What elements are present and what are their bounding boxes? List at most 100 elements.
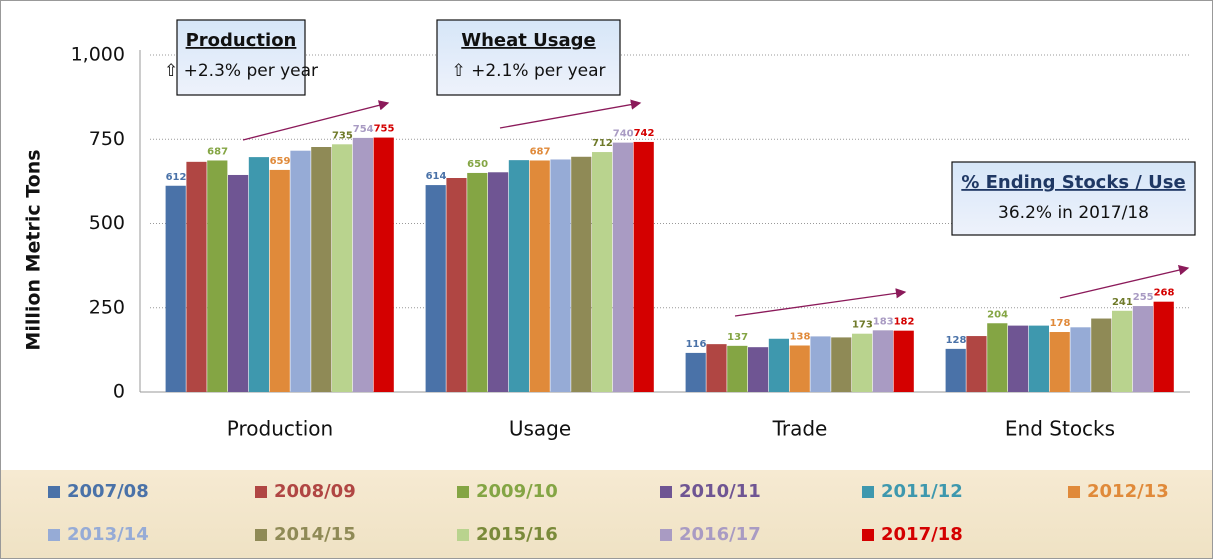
bar bbox=[893, 330, 914, 392]
legend-label: 2012/13 bbox=[1087, 481, 1169, 502]
value-label: 241 bbox=[1112, 297, 1133, 308]
y-tick-label: 750 bbox=[89, 128, 125, 150]
bar bbox=[1153, 301, 1174, 392]
bar bbox=[571, 156, 592, 392]
value-label: 204 bbox=[987, 309, 1008, 320]
bar bbox=[207, 160, 228, 392]
annotation-text: ⇧ +2.1% per year bbox=[451, 61, 605, 81]
value-label: 687 bbox=[207, 146, 228, 157]
legend-swatch bbox=[862, 529, 874, 541]
bar bbox=[446, 178, 467, 392]
value-label: 612 bbox=[166, 172, 187, 183]
legend-label: 2009/10 bbox=[476, 481, 558, 502]
legend-label: 2008/09 bbox=[274, 481, 356, 502]
bar bbox=[1070, 327, 1091, 392]
legend-swatch bbox=[48, 486, 60, 498]
bar bbox=[1008, 325, 1029, 392]
bar bbox=[311, 147, 332, 392]
arrow bbox=[734, 288, 907, 317]
y-tick-label: 0 bbox=[113, 381, 125, 403]
annotation-text: ⇧ +2.3% per year bbox=[164, 61, 318, 81]
annotation-text: 36.2% in 2017/18 bbox=[998, 203, 1149, 223]
bar bbox=[612, 142, 633, 392]
bar bbox=[966, 336, 987, 392]
y-tick-label: 1,000 bbox=[71, 44, 125, 66]
bar bbox=[269, 169, 290, 392]
bar bbox=[706, 344, 727, 392]
y-axis-label: Million Metric Tons bbox=[23, 149, 45, 350]
bar bbox=[987, 323, 1008, 392]
bar bbox=[332, 144, 353, 392]
legend-swatch bbox=[1068, 486, 1080, 498]
value-label: 138 bbox=[790, 331, 811, 342]
annotation-title: % Ending Stocks / Use bbox=[961, 172, 1185, 193]
bar bbox=[425, 185, 446, 392]
legend-label: 2007/08 bbox=[67, 481, 149, 502]
bar bbox=[550, 159, 571, 392]
bar bbox=[831, 337, 852, 392]
value-label: 740 bbox=[613, 129, 634, 140]
bar bbox=[945, 348, 966, 392]
bar bbox=[1112, 310, 1133, 392]
legend-swatch bbox=[660, 529, 672, 541]
value-label: 687 bbox=[530, 146, 551, 157]
arrow bbox=[1059, 265, 1190, 299]
value-label: 735 bbox=[332, 130, 353, 141]
legend-label: 2015/16 bbox=[476, 524, 558, 545]
annotation-box bbox=[436, 19, 621, 96]
bar bbox=[186, 161, 207, 392]
legend-swatch bbox=[457, 486, 469, 498]
bar bbox=[852, 333, 873, 392]
value-label: 742 bbox=[634, 128, 655, 139]
bar bbox=[1132, 306, 1153, 392]
legend-label: 2016/17 bbox=[679, 524, 761, 545]
bar bbox=[228, 174, 249, 392]
legend-swatch bbox=[255, 529, 267, 541]
bar bbox=[248, 157, 269, 392]
bar bbox=[1049, 332, 1070, 392]
bar bbox=[290, 150, 311, 392]
value-label: 137 bbox=[727, 332, 748, 343]
legend-label: 2014/15 bbox=[274, 524, 356, 545]
legend-label: 2010/11 bbox=[679, 481, 761, 502]
y-tick-label: 500 bbox=[89, 212, 125, 234]
annotation-box bbox=[951, 161, 1196, 236]
legend-swatch bbox=[457, 529, 469, 541]
bar bbox=[768, 338, 789, 392]
x-tick-label: Trade bbox=[772, 417, 828, 441]
x-tick-label: Production bbox=[227, 417, 333, 441]
value-label: 659 bbox=[270, 156, 291, 167]
bar bbox=[633, 141, 654, 392]
bar bbox=[685, 352, 706, 392]
bar bbox=[872, 330, 893, 392]
arrow bbox=[242, 100, 390, 141]
legend-label: 2011/12 bbox=[881, 481, 963, 502]
value-label: 268 bbox=[1154, 288, 1175, 299]
bar bbox=[748, 347, 769, 392]
bar bbox=[592, 152, 613, 392]
bar bbox=[373, 137, 394, 392]
value-label: 255 bbox=[1133, 292, 1154, 303]
y-tick-label: 250 bbox=[89, 296, 125, 318]
value-label: 173 bbox=[852, 320, 873, 331]
value-label: 183 bbox=[873, 316, 894, 327]
value-label: 712 bbox=[592, 138, 613, 149]
value-label: 182 bbox=[894, 317, 915, 328]
value-label: 178 bbox=[1050, 318, 1071, 329]
bar bbox=[810, 336, 831, 392]
annotation-title: Production bbox=[186, 30, 297, 51]
bar bbox=[529, 160, 550, 392]
legend-swatch bbox=[660, 486, 672, 498]
bar bbox=[1091, 318, 1112, 392]
annotation-title: Wheat Usage bbox=[461, 30, 595, 51]
x-tick-label: End Stocks bbox=[1005, 417, 1115, 441]
value-label: 755 bbox=[374, 124, 395, 135]
bar bbox=[467, 172, 488, 392]
value-label: 614 bbox=[426, 171, 447, 182]
bar bbox=[508, 160, 529, 392]
annotation-box bbox=[176, 19, 306, 96]
legend-swatch bbox=[862, 486, 874, 498]
bar bbox=[1028, 325, 1049, 392]
bar bbox=[165, 185, 186, 392]
